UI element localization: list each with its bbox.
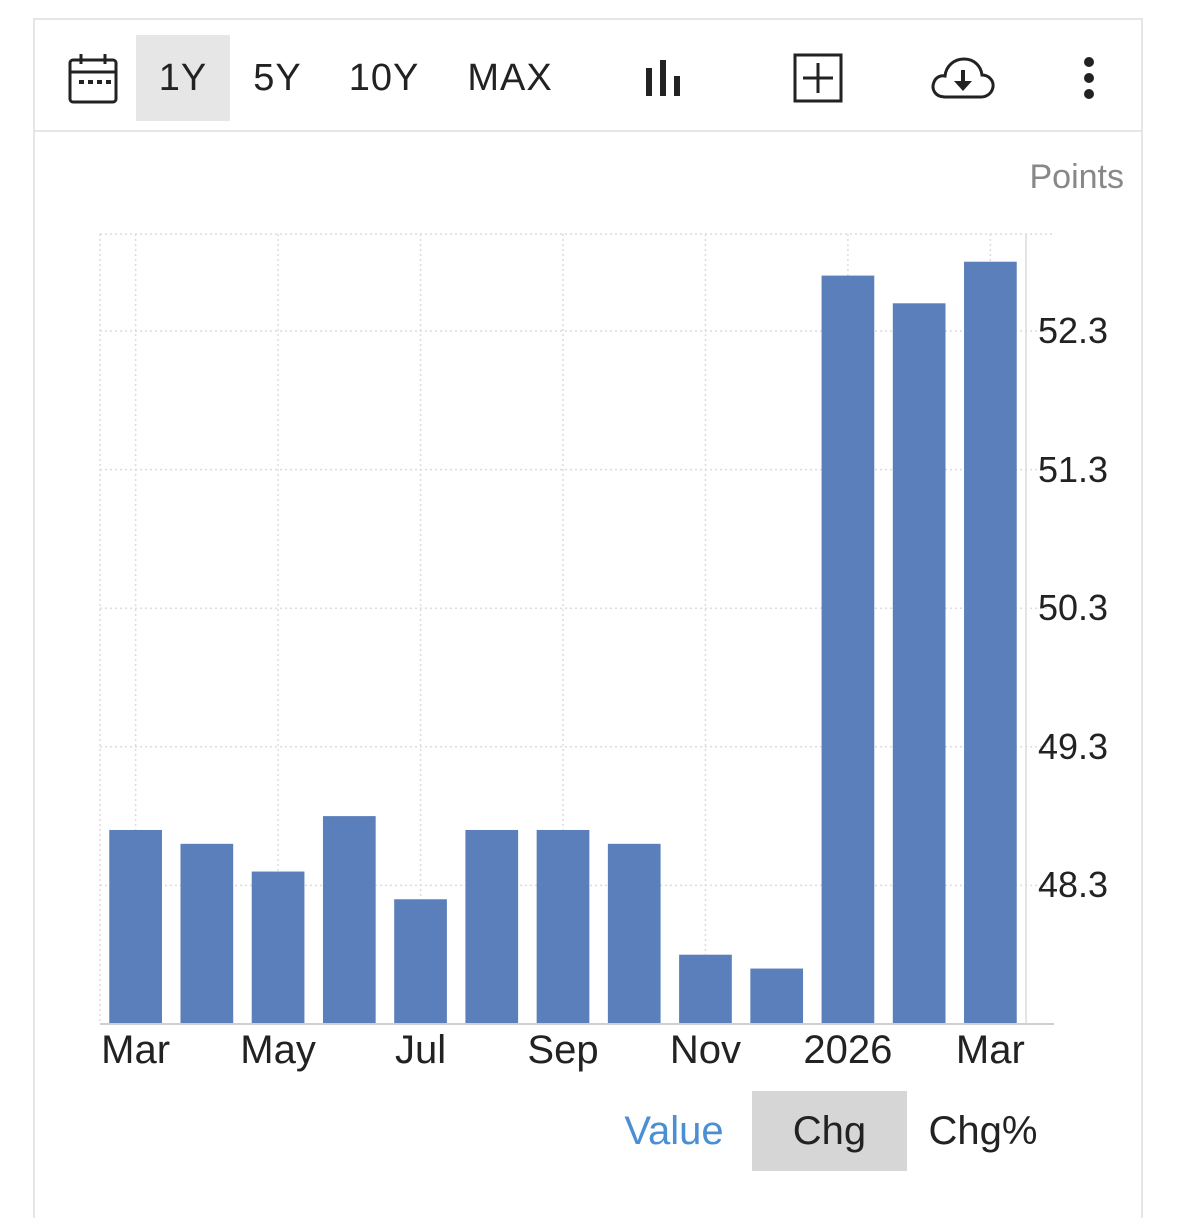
chg-toggle[interactable]: Chg [752,1091,907,1171]
value-toggle[interactable]: Value [624,1108,724,1153]
plus-square-icon[interactable] [790,35,845,121]
more-vertical-icon[interactable] [1071,35,1107,121]
bar-chart-icon[interactable] [638,35,688,121]
range-max-button[interactable]: MAX [467,56,553,99]
cloud-download-icon[interactable] [928,35,998,121]
range-5y-button[interactable]: 5Y [253,56,302,99]
range-10y-button[interactable]: 10Y [348,56,420,99]
range-1y-button[interactable]: 1Y [136,35,230,121]
chart-card: 1Y 5Y 10Y MAX [33,18,1143,1218]
chg-percent-toggle[interactable]: Chg% [928,1108,1038,1153]
chart-toolbar: 1Y 5Y 10Y MAX [35,20,1141,132]
calendar-icon[interactable] [63,35,123,121]
